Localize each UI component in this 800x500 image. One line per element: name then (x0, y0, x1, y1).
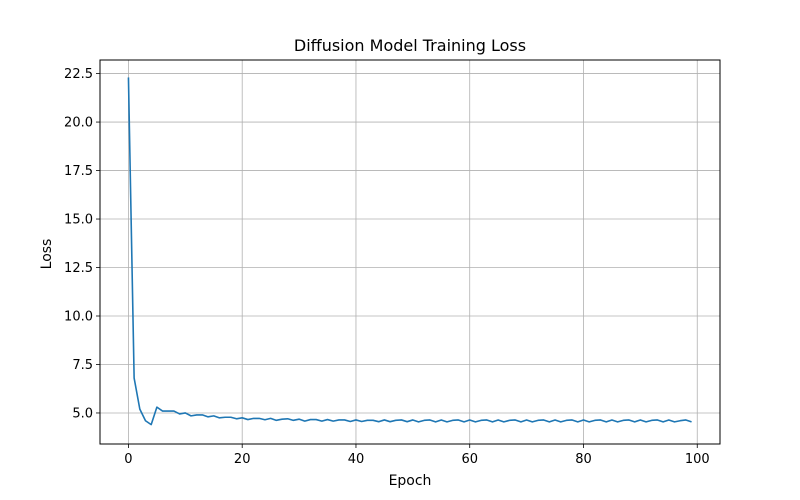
x-tick-label: 80 (575, 452, 592, 467)
plot-frame (99, 59, 721, 445)
y-tick-label: 7.5 (72, 358, 93, 373)
x-axis-ticks: 0 20 40 60 80 100 (124, 444, 710, 467)
y-tick-label: 22.5 (64, 67, 93, 82)
y-axis-ticks: 5.0 7.5 10.0 12.5 15.0 17.5 20.0 22.5 (64, 67, 100, 421)
y-tick-label: 20.0 (64, 116, 93, 131)
x-tick-label: 0 (124, 452, 132, 467)
x-tick-label: 20 (234, 452, 251, 467)
x-axis-label: Epoch (389, 473, 432, 489)
y-axis-label: Loss (39, 239, 55, 270)
chart-title: Diffusion Model Training Loss (294, 36, 526, 55)
grid-lines (100, 60, 720, 444)
y-tick-label: 12.5 (64, 261, 93, 276)
x-tick-label: 40 (348, 452, 365, 467)
series-group (127, 77, 692, 426)
y-tick-label: 17.5 (64, 164, 93, 179)
y-tick-label: 15.0 (64, 213, 93, 228)
y-tick-label: 5.0 (72, 406, 93, 421)
x-tick-label: 60 (461, 452, 478, 467)
loss-series-line (127, 77, 692, 426)
y-tick-label: 10.0 (64, 310, 93, 325)
x-tick-label: 100 (685, 452, 710, 467)
